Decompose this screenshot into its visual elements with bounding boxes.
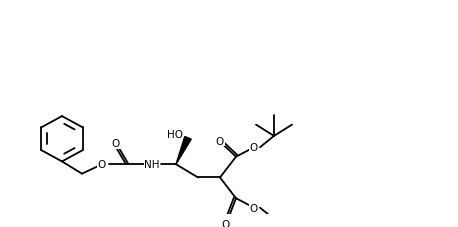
Text: O: O [216,136,224,146]
Text: O: O [250,203,258,213]
Text: O: O [250,143,258,153]
Text: O: O [112,139,120,149]
Polygon shape [176,137,191,165]
Text: O: O [98,160,106,170]
Text: HO: HO [167,129,183,139]
Text: NH: NH [144,160,160,170]
Text: O: O [222,219,230,227]
